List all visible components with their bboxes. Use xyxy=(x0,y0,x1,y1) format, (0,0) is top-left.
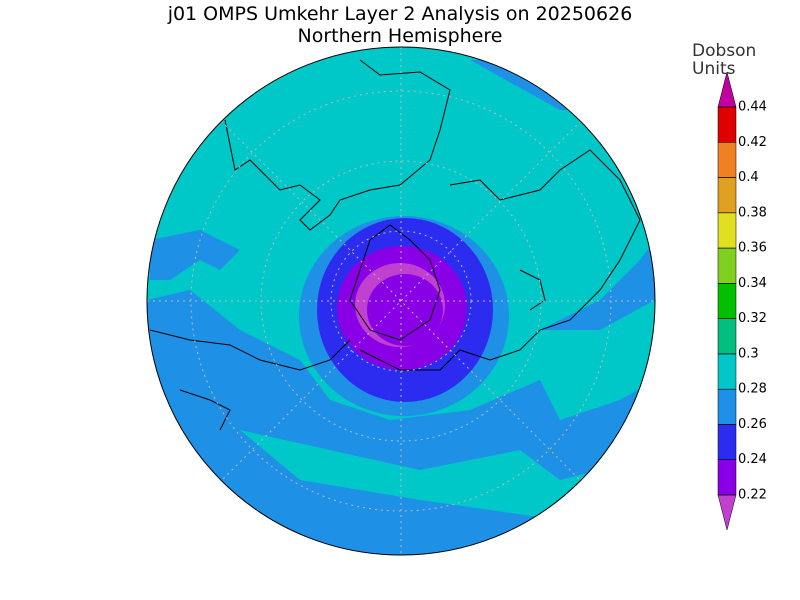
colorbar-segment xyxy=(717,353,737,390)
title: j01 OMPS Umkehr Layer 2 Analysis on 2025… xyxy=(167,3,633,25)
colorbar-label: Dobson xyxy=(692,41,756,61)
colorbar-tick-label: 0.3 xyxy=(738,346,759,361)
colorbar-tick-label: 0.28 xyxy=(738,382,767,397)
field-region xyxy=(367,274,443,346)
colorbar-segment xyxy=(717,212,737,249)
field-region xyxy=(150,230,240,280)
colorbar-segment xyxy=(717,247,737,284)
colorbar-tick-label: 0.32 xyxy=(738,311,767,326)
colorbar-tick-label: 0.4 xyxy=(738,170,759,185)
colorbar-segment xyxy=(717,142,737,178)
colorbar-tick-label: 0.42 xyxy=(738,135,767,150)
colorbar-segment xyxy=(717,177,737,214)
map-border xyxy=(146,46,656,556)
colorbar-segment xyxy=(717,459,737,496)
colorbar-tick-label: 0.22 xyxy=(738,488,767,503)
colorbar-tick-label: 0.36 xyxy=(738,241,767,256)
map xyxy=(147,47,655,555)
coastlines xyxy=(149,59,641,431)
graticule xyxy=(147,47,655,555)
colorbar-under xyxy=(717,494,737,531)
colorbar-segment xyxy=(717,388,737,425)
subtitle: Northern Hemisphere xyxy=(298,25,503,47)
colorbar-tick-label: 0.26 xyxy=(738,417,767,432)
colorbar-segment xyxy=(717,424,737,460)
colorbar-tick-label: 0.34 xyxy=(738,276,767,291)
colorbar-segment xyxy=(717,106,737,143)
colorbar-tick-label: 0.24 xyxy=(738,452,767,467)
colorbar-tick-label: 0.44 xyxy=(738,100,767,115)
field-region xyxy=(240,430,620,520)
colorbar-segment xyxy=(717,318,737,355)
colorbar-tick-label: 0.38 xyxy=(738,205,767,220)
colorbar: 0.22 0.24 0.26 0.28 0.3 0.32 0.34 0.36 0.38 0.4 0.… xyxy=(717,71,767,531)
colorbar-segment xyxy=(717,283,737,319)
field-region xyxy=(540,240,655,330)
colorbar-label: Units xyxy=(692,59,736,79)
